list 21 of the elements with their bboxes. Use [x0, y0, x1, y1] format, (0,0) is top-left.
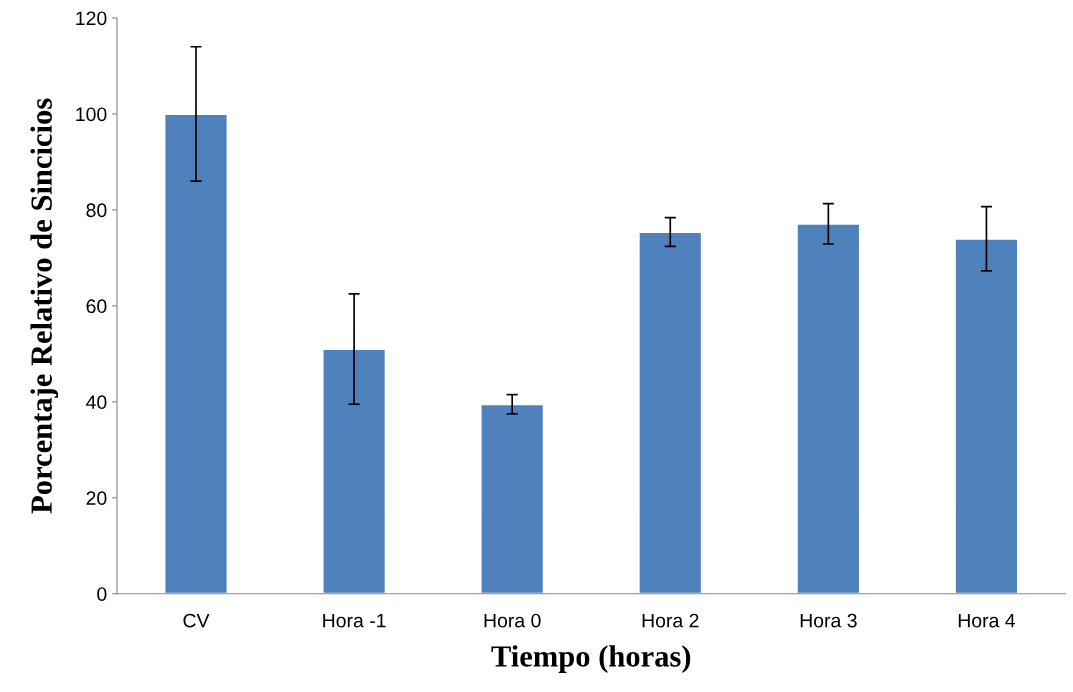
x-tick-label: Hora 4	[958, 613, 1016, 628]
y-axis-title: Porcentaje Relativo de Sincicios	[30, 98, 59, 514]
bar	[479, 403, 545, 594]
x-tick-label: Hora 0	[484, 613, 541, 628]
bar	[321, 348, 387, 594]
bar	[795, 222, 862, 594]
bar	[163, 112, 229, 594]
x-axis-title: Tiempo (horas)	[491, 645, 691, 673]
bar	[953, 237, 1020, 594]
y-tick-label: 40	[86, 395, 107, 410]
y-tick-label: 120	[76, 11, 107, 26]
y-tick-label: 60	[86, 299, 107, 314]
y-tick-label: 100	[76, 107, 107, 122]
x-tick-label: Hora 3	[800, 613, 857, 628]
x-tick-label: Hora 2	[642, 613, 699, 628]
y-tick-label: 80	[86, 203, 107, 218]
y-tick-label: 0	[97, 587, 107, 601]
x-tick-label: Hora -1	[323, 613, 386, 628]
bar	[637, 230, 703, 594]
x-tick-label: CV	[183, 613, 210, 628]
y-tick-label: 20	[86, 491, 107, 506]
